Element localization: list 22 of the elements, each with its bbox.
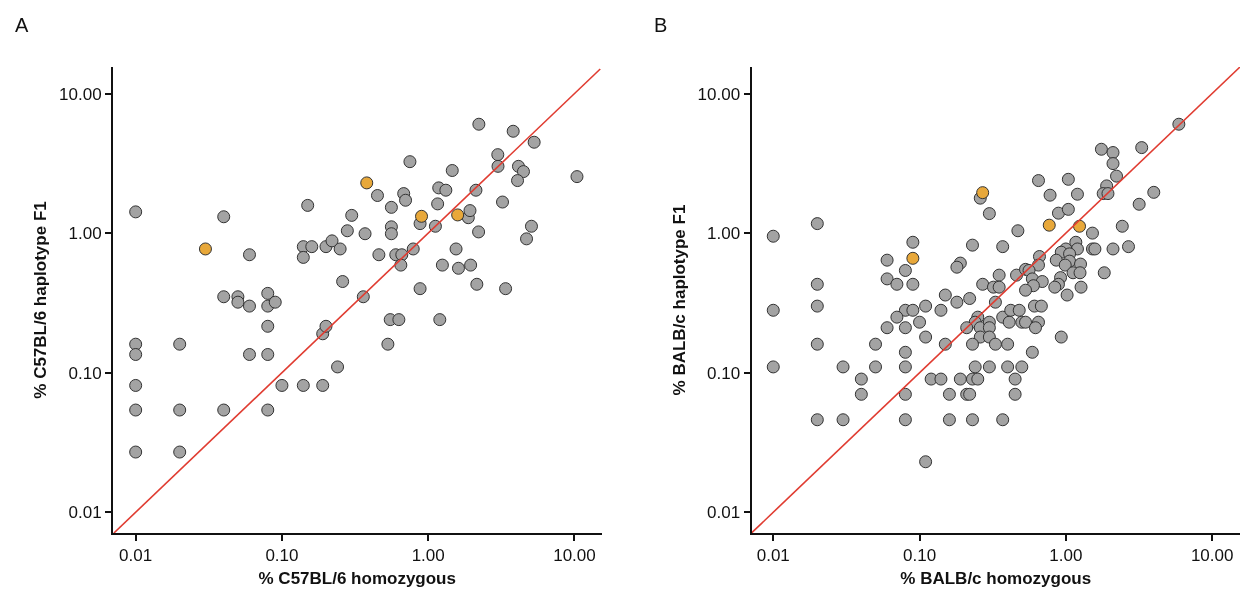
y-tick-label: 0.01 — [68, 503, 102, 523]
y-axis-title: % C57BL/6 haplotype F1 — [31, 201, 51, 399]
x-axis-title: % BALB/c homozygous — [900, 569, 1092, 589]
y-tick-label: 10.00 — [697, 84, 741, 104]
x-tick-label: 10.00 — [1190, 546, 1234, 566]
y-tick-label: 0.01 — [707, 503, 741, 523]
x-tick-label: 0.01 — [119, 546, 153, 566]
y-axis-title: % BALB/c haplotype F1 — [669, 204, 689, 396]
x-axis-title: % C57BL/6 homozygous — [258, 569, 456, 589]
y-tick-label: 1.00 — [707, 224, 741, 244]
x-tick-label: 1.00 — [1049, 546, 1083, 566]
x-tick-label: 0.10 — [265, 546, 299, 566]
y-tick-label: 0.10 — [68, 363, 102, 383]
chart-title: B — [654, 14, 668, 36]
x-tick-label: 1.00 — [411, 546, 445, 566]
y-tick-label: 0.10 — [707, 363, 741, 383]
x-tick-label: 10.00 — [553, 546, 596, 566]
x-tick-label: 0.10 — [903, 546, 937, 566]
chart-title: A — [15, 14, 29, 36]
y-tick-label: 1.00 — [68, 224, 102, 244]
y-tick-label: 10.00 — [59, 84, 102, 104]
x-tick-label: 0.01 — [756, 546, 790, 566]
